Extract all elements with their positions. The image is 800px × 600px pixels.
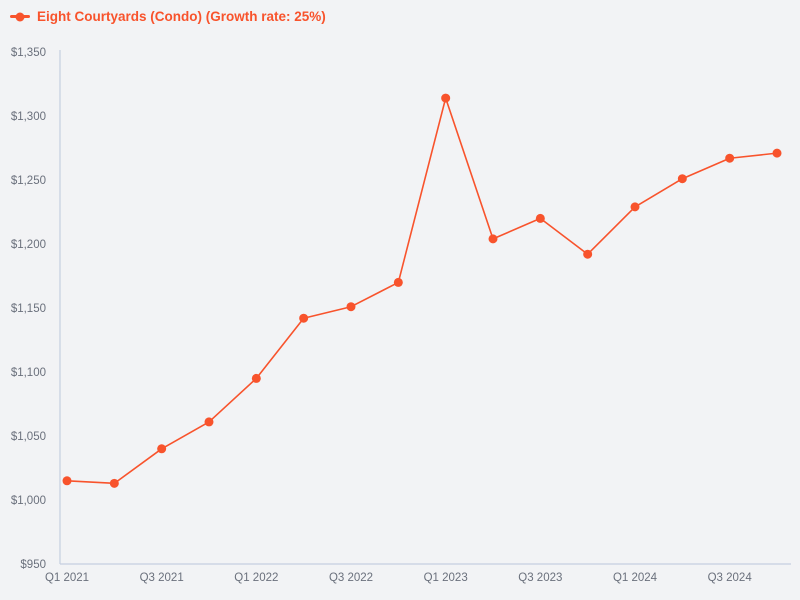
data-point[interactable] [677,174,687,184]
data-point[interactable] [772,148,782,158]
x-tick-label: Q1 2021 [45,572,89,584]
y-tick-label: $1,350 [11,47,46,59]
x-tick-label: Q3 2023 [518,572,562,584]
data-point[interactable] [441,93,451,103]
x-tick-label: Q1 2022 [234,572,278,584]
data-point[interactable] [488,234,498,244]
x-tick-label: Q1 2023 [424,572,468,584]
x-tick-label: Q3 2021 [140,572,184,584]
data-point[interactable] [251,373,261,383]
y-tick-label: $1,000 [11,495,46,507]
legend-line-marker-icon [10,12,30,21]
data-point[interactable] [109,478,119,488]
data-point[interactable] [630,202,640,212]
data-point[interactable] [346,302,356,312]
data-point[interactable] [62,476,72,486]
y-tick-label: $950 [20,559,46,571]
data-point[interactable] [204,417,214,427]
x-tick-label: Q1 2024 [613,572,658,584]
data-point[interactable] [583,249,593,259]
data-point[interactable] [299,313,309,323]
y-tick-label: $1,200 [11,239,46,251]
data-point[interactable] [725,153,735,163]
y-tick-label: $1,250 [11,175,46,187]
y-tick-label: $1,150 [11,303,46,315]
legend-item[interactable]: Eight Courtyards (Condo) (Growth rate: 2… [10,9,326,24]
legend: Eight Courtyards (Condo) (Growth rate: 2… [10,9,326,24]
legend-series-label: Eight Courtyards (Condo) (Growth rate: 2… [37,9,326,24]
data-point[interactable] [157,444,167,454]
y-tick-label: $1,300 [11,111,46,123]
data-point[interactable] [535,213,545,223]
x-tick-label: Q3 2022 [329,572,373,584]
series-line [66,97,778,485]
x-tick-label: Q3 2024 [708,572,753,584]
y-tick-label: $1,100 [11,367,46,379]
y-tick-label: $1,050 [11,431,46,443]
legend-dot-icon [15,12,25,21]
data-point[interactable] [393,277,403,287]
